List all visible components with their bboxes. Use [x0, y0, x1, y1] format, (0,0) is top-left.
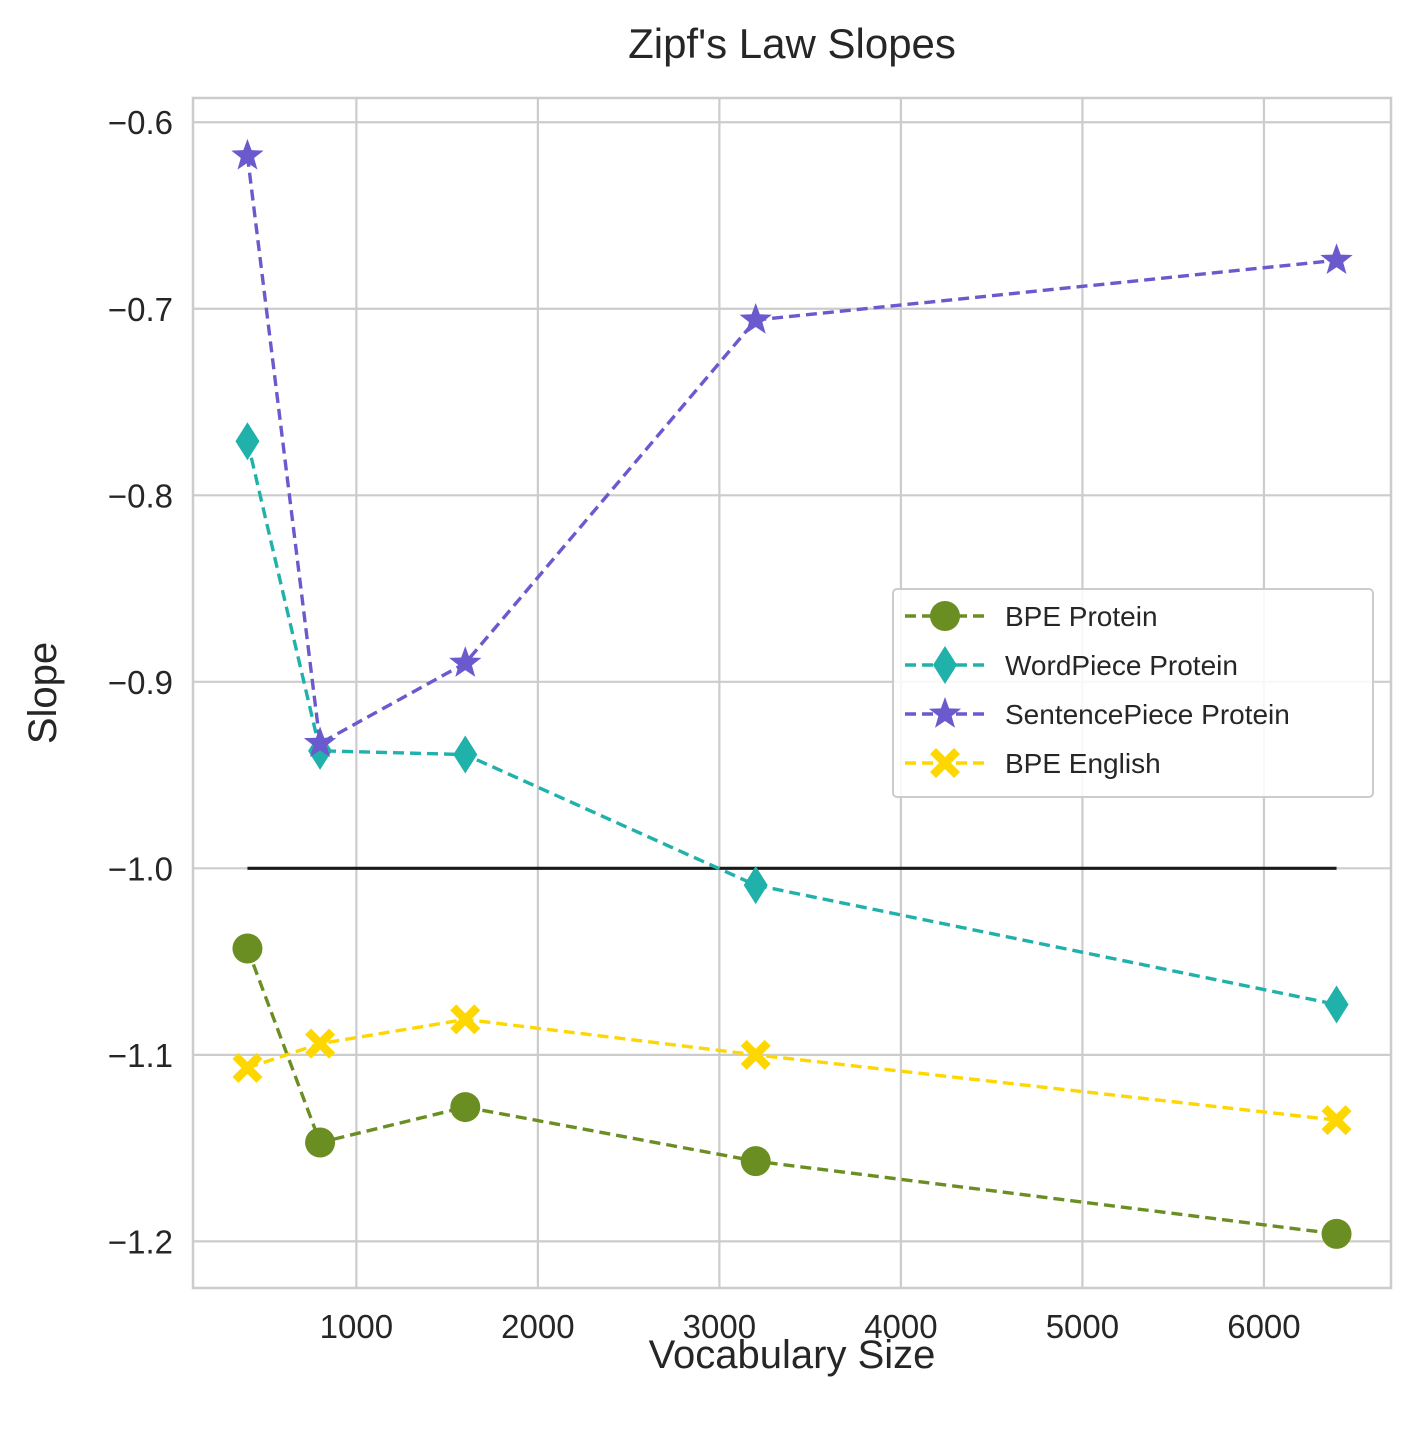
series-4 [232, 1004, 1352, 1136]
data-point [453, 735, 478, 774]
y-tick-label: −0.8 [108, 477, 173, 514]
legend-label: BPE Protein [1005, 601, 1158, 632]
x-tick-label: 3000 [683, 1308, 756, 1345]
y-tick-label: −1.0 [108, 850, 173, 887]
series-3 [231, 138, 1353, 758]
x-tick-label: 6000 [1227, 1308, 1300, 1345]
data-point [305, 1028, 336, 1059]
data-point [232, 1052, 263, 1083]
data-point [1320, 243, 1353, 275]
x-tick-label: 1000 [320, 1308, 393, 1345]
x-axis-label: Vocabulary Size [649, 1333, 936, 1377]
legend-label: BPE English [1005, 748, 1161, 779]
series-group [231, 138, 1353, 1249]
data-point [740, 1039, 771, 1070]
series-2 [235, 422, 1349, 1024]
legend-box [892, 588, 1374, 798]
plot-frame [191, 96, 1393, 1290]
series-line [245, 947, 1337, 1236]
data-point [232, 933, 263, 964]
data-point [1321, 1218, 1352, 1249]
y-tick-label: −1.2 [108, 1223, 173, 1260]
series-1 [232, 933, 1352, 1249]
data-point [231, 138, 264, 170]
data-point [305, 1127, 336, 1158]
data-point [743, 866, 768, 905]
data-point [1321, 1105, 1352, 1136]
data-point [303, 726, 337, 758]
tick-labels: 1000 2000 3000 4000 5000 6000 −0.6 −0.7 −0.8 −0.9… [108, 104, 1301, 1345]
x-tick-label: 5000 [1046, 1308, 1119, 1345]
data-point [740, 1146, 771, 1177]
legend: BPE Protein WordPiece Protein SentencePiec… [892, 588, 1374, 798]
data-point [739, 302, 772, 334]
y-tick-label: −1.1 [108, 1037, 173, 1074]
y-axis-label: Slope [21, 642, 65, 744]
legend-marker [928, 697, 962, 728]
x-tick-label: 2000 [501, 1308, 574, 1345]
data-point [450, 1004, 481, 1035]
data-point [1324, 985, 1349, 1024]
legend-label: SentencePiece Protein [1005, 699, 1290, 730]
chart-title: Zipf's Law Slopes [628, 20, 956, 67]
y-tick-label: −0.9 [108, 664, 173, 701]
y-tick-label: −0.6 [108, 104, 173, 141]
y-tick-label: −0.7 [108, 291, 173, 328]
legend-label: WordPiece Protein [1005, 650, 1238, 681]
x-tick-label: 4000 [864, 1308, 937, 1345]
legend-marker [930, 601, 960, 631]
data-point [449, 646, 482, 677]
data-point [450, 1092, 481, 1123]
legend-marker [933, 646, 957, 684]
legend-marker [930, 748, 960, 778]
data-point [235, 422, 260, 461]
